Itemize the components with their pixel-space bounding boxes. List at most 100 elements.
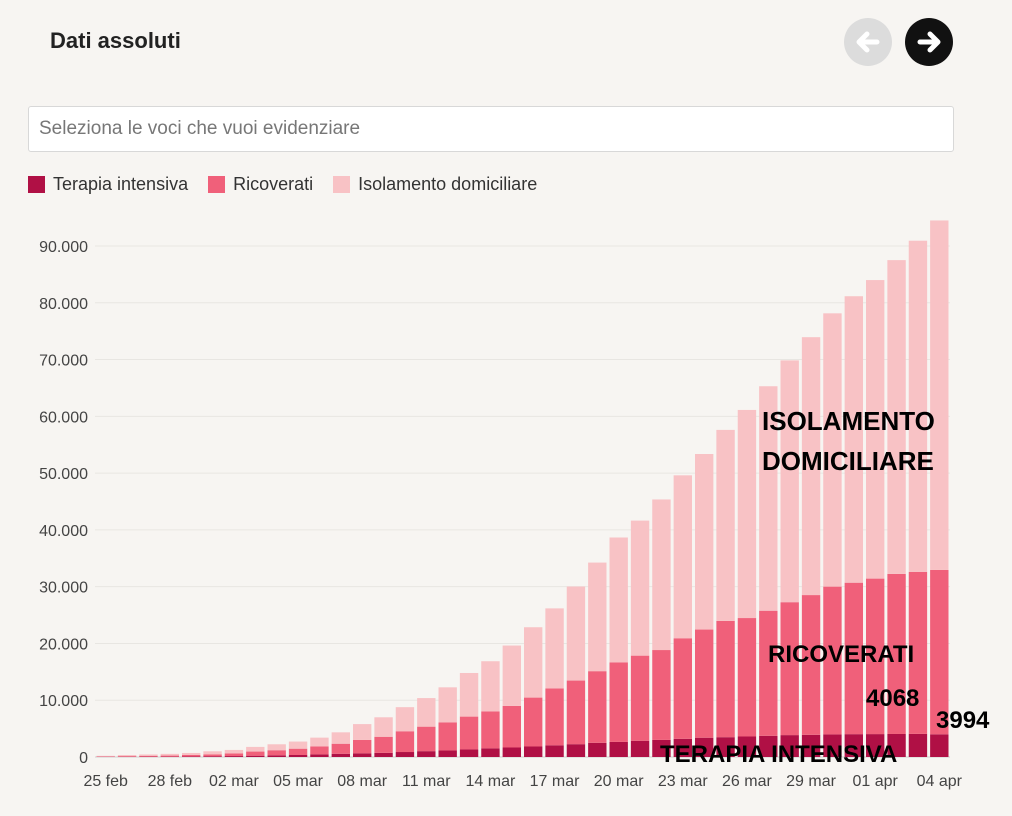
legend-item-terapia-intensiva[interactable]: Terapia intensiva [28, 174, 188, 195]
y-tick-label: 10.000 [39, 693, 88, 710]
bar-segment [438, 750, 457, 757]
bar-segment [694, 453, 714, 630]
bar-segment [181, 752, 201, 755]
legend-label: Ricoverati [233, 174, 314, 194]
x-tick-label: 25 feb [83, 773, 128, 790]
bar-segment [417, 751, 436, 757]
bar-segment [865, 578, 885, 735]
x-tick-label: 08 mar [337, 773, 387, 790]
bar-segment [823, 586, 842, 735]
bar-segment [481, 711, 500, 749]
next-button[interactable] [905, 18, 953, 66]
x-tick-label: 29 mar [786, 773, 836, 790]
bar-segment [96, 755, 115, 757]
bar-segment [545, 688, 564, 746]
bar-segment [139, 754, 158, 756]
bar-segment [224, 756, 244, 757]
bar-segment [737, 736, 757, 757]
arrow-left-icon [856, 31, 880, 53]
bar-segment [331, 732, 351, 744]
bar-segment [139, 755, 158, 757]
y-tick-label: 20.000 [39, 636, 88, 653]
bar-segment [588, 562, 607, 672]
legend-label: Isolamento domiciliare [358, 174, 538, 194]
annotation-value-4068: 4068 [866, 685, 919, 712]
bar-segment [502, 705, 522, 748]
bar-segment [288, 741, 308, 749]
x-tick-label: 17 mar [530, 773, 580, 790]
annotation-isolamento-label: DOMICILIARE [762, 446, 934, 476]
bar-segment [374, 752, 393, 757]
annotation-value-3994: 3994 [936, 707, 990, 734]
bar-segment [352, 753, 372, 757]
bar-segment [395, 752, 415, 757]
legend-label: Terapia intensiva [53, 174, 189, 194]
bar-segment [417, 726, 436, 752]
bar-segment [117, 755, 137, 757]
bar-segment [395, 731, 415, 753]
y-tick-label: 60.000 [39, 409, 88, 426]
bar-segment [673, 738, 693, 757]
bar-segment [823, 313, 842, 587]
bar-segment [759, 386, 778, 611]
bar-segment [459, 672, 479, 717]
bar-segment [930, 220, 949, 570]
bar-segment [246, 746, 265, 752]
legend-item-isolamento-domiciliare[interactable]: Isolamento domiciliare [333, 174, 537, 195]
bar-segment [673, 475, 693, 639]
bar-segment [481, 748, 500, 757]
bar-segment [267, 750, 286, 756]
bar-segment [652, 499, 671, 651]
bar-segment [523, 746, 543, 757]
previous-button[interactable] [844, 18, 892, 66]
bar-segment [310, 754, 329, 757]
bar-segment [566, 744, 586, 757]
bar-segment [438, 687, 457, 723]
arrow-right-icon [917, 31, 941, 53]
bar-segment [395, 707, 415, 732]
bar-segment [267, 744, 286, 751]
bar-segment [780, 735, 799, 757]
legend-item-ricoverati[interactable]: Ricoverati [208, 174, 313, 195]
bar-segment [652, 650, 671, 740]
bar-segment [310, 746, 329, 755]
y-tick-label: 90.000 [39, 239, 88, 256]
search-input[interactable] [28, 106, 954, 152]
bar-segment [930, 569, 949, 735]
bar-segment [865, 734, 885, 757]
bar-segment [780, 602, 799, 736]
bar-segment [609, 537, 628, 663]
bar-segment [887, 733, 906, 757]
bar-segment [224, 749, 244, 754]
y-tick-label: 80.000 [39, 296, 88, 313]
x-tick-label: 01 apr [853, 773, 899, 790]
bar-segment [759, 735, 778, 757]
bar-segment [930, 734, 949, 757]
y-tick-label: 30.000 [39, 580, 88, 597]
bar-segment [823, 734, 842, 757]
bar-segment [566, 680, 586, 745]
bar-segment [801, 595, 821, 735]
bar-segment [160, 753, 180, 756]
bar-segment [780, 360, 799, 603]
bar-segment [908, 571, 928, 734]
bar-segment [502, 645, 522, 706]
bar-segment [160, 755, 180, 757]
bar-segment [117, 756, 137, 757]
bar-segment [310, 737, 329, 747]
bar-segment [588, 742, 607, 757]
bar-segment [246, 755, 265, 757]
bar-segment [545, 745, 564, 757]
bar-segment [801, 337, 821, 596]
bar-segment [523, 627, 543, 698]
bar-segment [716, 429, 735, 621]
x-tick-label: 26 mar [722, 773, 772, 790]
bar-segment [630, 655, 650, 741]
legend-swatch-ricoverati [208, 176, 226, 193]
bar-segment [801, 734, 821, 757]
x-tick-label: 20 mar [594, 773, 644, 790]
y-tick-label: 0 [79, 750, 88, 767]
bar-segment [716, 620, 735, 738]
bar-segment [908, 240, 928, 572]
bar-segment [331, 753, 351, 757]
